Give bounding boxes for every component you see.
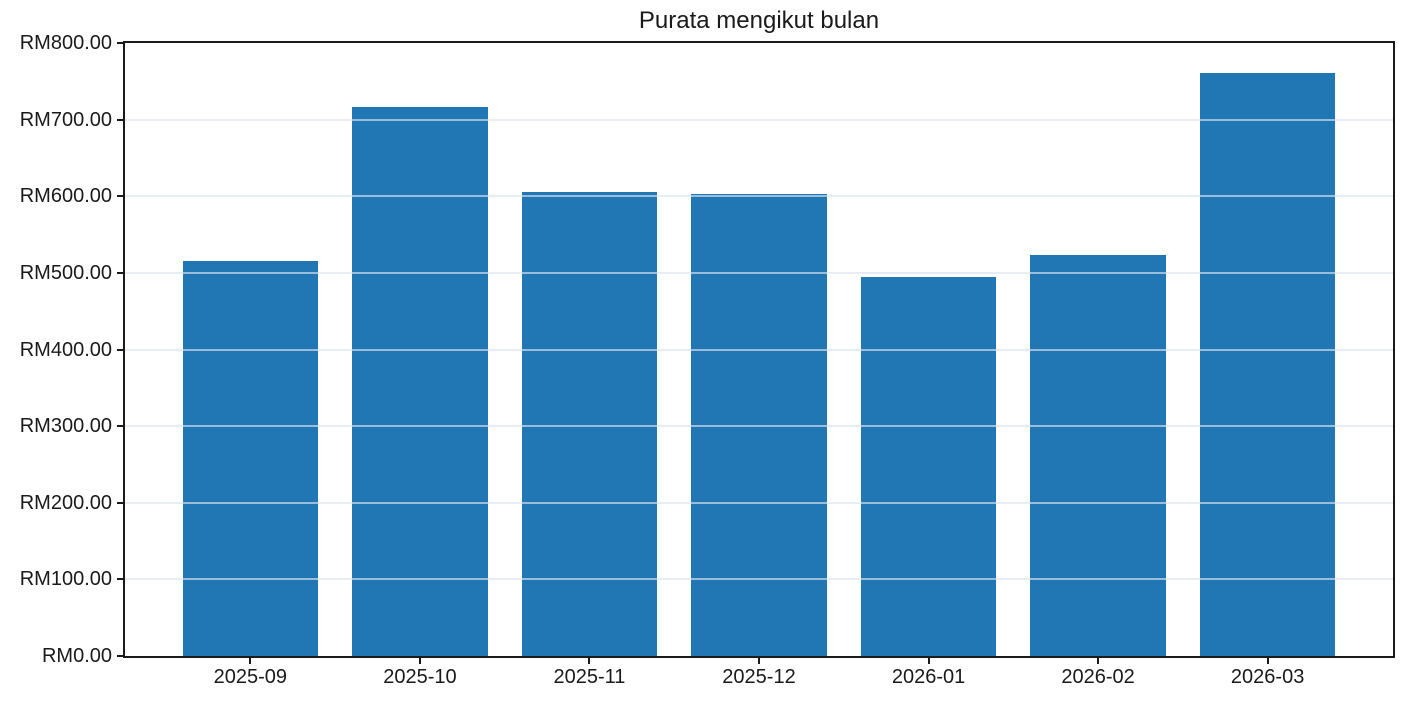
y-tick-mark xyxy=(117,271,125,274)
bars-layer xyxy=(125,43,1393,656)
x-tick-mark xyxy=(588,656,591,664)
y-tick-label: RM0.00 xyxy=(41,645,112,667)
x-tick-label: 2026-01 xyxy=(891,666,966,688)
y-tick-label: RM500.00 xyxy=(19,261,112,284)
y-tick-mark xyxy=(117,425,125,428)
x-tick-label: 2026-03 xyxy=(1230,666,1305,688)
bar-2025-10 xyxy=(352,107,488,656)
x-tick-label: 2025-09 xyxy=(213,666,288,688)
y-tick-label: RM200.00 xyxy=(19,491,112,514)
y-tick-mark xyxy=(117,655,125,657)
chart-title: Purata mengikut bulan xyxy=(638,7,880,34)
x-tick-mark xyxy=(927,656,930,664)
y-tick-label: RM800.00 xyxy=(19,32,112,54)
plot-area xyxy=(123,41,1395,658)
x-tick-label: 2025-10 xyxy=(383,666,457,688)
x-tick-mark xyxy=(249,656,252,664)
bar-2026-03 xyxy=(1199,72,1336,656)
y-tick-mark xyxy=(117,118,125,121)
x-tick-mark xyxy=(758,656,760,664)
y-tick-label: RM700.00 xyxy=(19,108,112,131)
y-tick-mark xyxy=(117,501,125,504)
y-tick-mark xyxy=(117,578,125,581)
x-tick-mark xyxy=(1266,656,1269,664)
bar-2026-01 xyxy=(860,276,997,656)
y-tick-mark xyxy=(117,195,125,198)
x-tick-mark xyxy=(418,656,421,664)
bar-2025-12 xyxy=(691,193,827,656)
y-tick-mark xyxy=(117,348,125,351)
x-tick-label: 2026-02 xyxy=(1061,666,1135,688)
x-tick-mark xyxy=(1097,656,1100,664)
x-tick-label: 2025-12 xyxy=(722,666,796,688)
y-tick-label: RM300.00 xyxy=(19,415,112,438)
y-tick-mark xyxy=(117,42,125,44)
y-tick-label: RM400.00 xyxy=(19,338,112,361)
y-tick-label: RM600.00 xyxy=(19,185,112,208)
bar-2026-02 xyxy=(1030,255,1166,656)
bar-2025-11 xyxy=(521,192,658,656)
bar-2025-09 xyxy=(182,260,319,656)
x-tick-label: 2025-11 xyxy=(553,666,626,688)
y-tick-label: RM100.00 xyxy=(19,568,112,591)
